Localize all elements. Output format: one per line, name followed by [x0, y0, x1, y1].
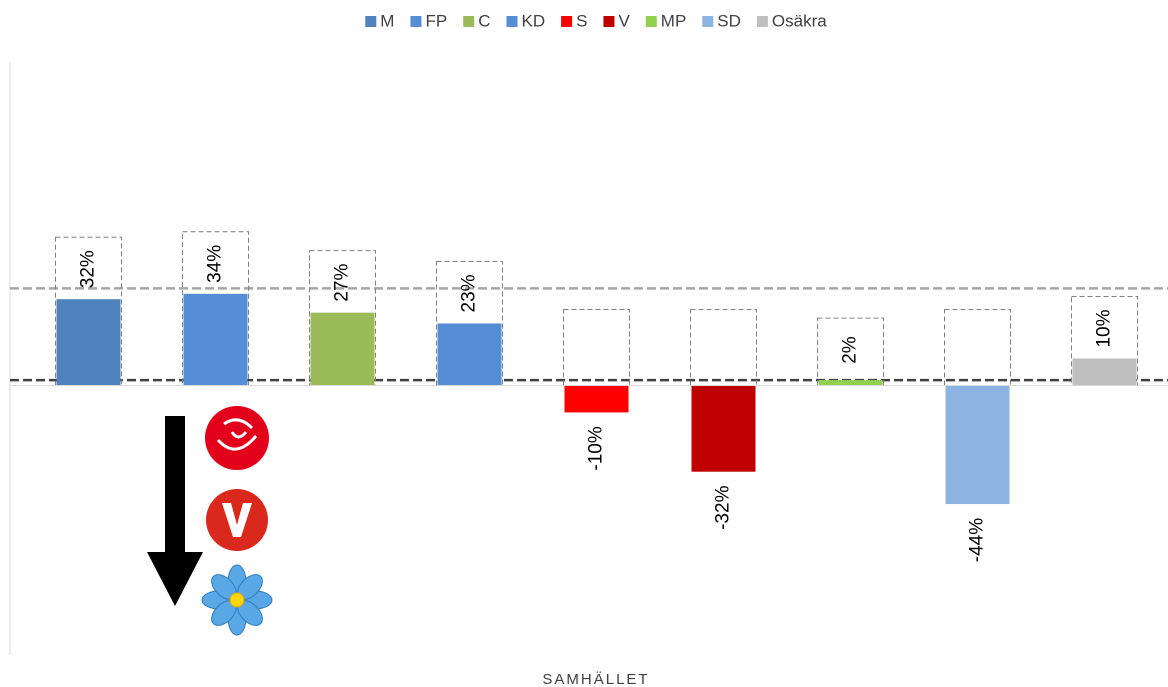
- data-label: 2%: [840, 336, 861, 364]
- label-box: [563, 308, 630, 386]
- label-box: [944, 308, 1011, 386]
- legend-label: V: [618, 11, 630, 30]
- legend-swatch: [463, 16, 475, 27]
- data-label: 23%: [459, 274, 480, 312]
- data-label: -32%: [713, 485, 734, 529]
- data-label: 32%: [78, 250, 99, 288]
- legend-label: M: [380, 11, 394, 30]
- legend-label: MP: [661, 11, 687, 30]
- legend-label: C: [478, 11, 490, 30]
- bar: [1072, 358, 1137, 386]
- bar: [691, 385, 756, 472]
- legend-label: KD: [521, 11, 545, 30]
- legend-label: SD: [717, 11, 741, 30]
- bar: [818, 380, 883, 386]
- legend-label: S: [576, 11, 587, 30]
- label-box: [690, 308, 757, 386]
- data-label: 10%: [1094, 309, 1115, 347]
- bar: [56, 299, 121, 386]
- legend-swatch: [506, 16, 518, 27]
- data-label: -44%: [967, 518, 988, 562]
- label-box: [436, 260, 503, 386]
- s-logo: [205, 406, 269, 470]
- x-tick-label: SAMHÄLLET: [542, 671, 649, 687]
- legend-swatch: [365, 16, 377, 27]
- sd-logo: [201, 564, 273, 636]
- legend-label: FP: [425, 11, 447, 30]
- bar: [945, 385, 1010, 505]
- label-box: [817, 317, 884, 386]
- legend-swatch: [603, 16, 615, 27]
- bar: [310, 312, 375, 386]
- legend: M FP C KD S V MP SD Osäkra: [365, 11, 827, 30]
- legend-swatch: [561, 16, 573, 27]
- label-box: [55, 236, 122, 386]
- legend-swatch: [702, 16, 714, 27]
- v-logo: [206, 489, 268, 551]
- bar: [183, 293, 248, 386]
- legend-label: Osäkra: [772, 11, 827, 30]
- data-label: -10%: [586, 426, 607, 470]
- arrow-shaft: [165, 416, 185, 556]
- data-label: 34%: [205, 245, 226, 283]
- legend-swatch: [756, 16, 768, 27]
- data-label: 27%: [332, 264, 353, 302]
- legend-swatch: [645, 16, 657, 27]
- bar: [564, 385, 629, 413]
- bar: [437, 323, 502, 386]
- arrow-head: [147, 552, 203, 606]
- legend-swatch: [410, 16, 422, 27]
